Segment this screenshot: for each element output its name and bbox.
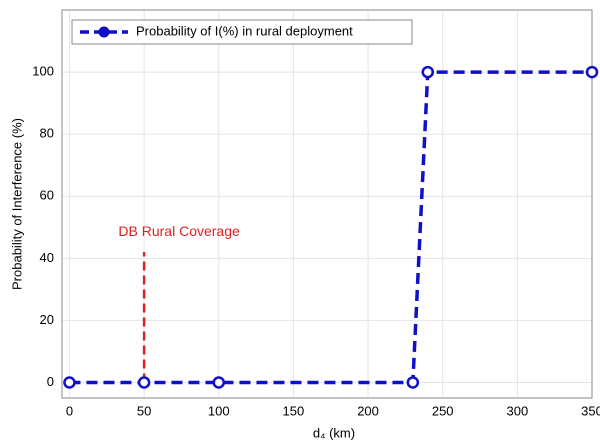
x-tick-label: 50 <box>137 403 151 418</box>
y-tick-label: 40 <box>40 250 54 265</box>
line <box>69 70 592 385</box>
marker <box>406 376 420 389</box>
x-tick-label: 350 <box>581 403 600 418</box>
x-tick-label: 200 <box>357 403 379 418</box>
legend-label: Probability of I(%) in rural deployment <box>136 23 353 38</box>
y-tick-label: 20 <box>40 312 54 327</box>
x-tick-label: 0 <box>66 403 73 418</box>
marker <box>421 65 435 79</box>
x-tick-label: 100 <box>208 403 230 418</box>
x-tick-label: 250 <box>432 403 454 418</box>
x-axis-label: d₄ (km) <box>313 425 355 440</box>
y-tick-label: 0 <box>47 374 54 389</box>
marker <box>63 376 76 389</box>
plot-frame <box>61 9 593 399</box>
marker <box>137 376 151 389</box>
legend-box <box>71 19 413 45</box>
y-tick-label: 100 <box>32 64 54 79</box>
legend-marker <box>98 26 110 38</box>
y-tick-label: 80 <box>40 126 54 141</box>
marker <box>585 65 599 79</box>
y-tick-label: 60 <box>40 188 54 203</box>
y-axis-label: Probability of Interference (%) <box>9 118 24 290</box>
x-tick-label: 150 <box>283 403 305 418</box>
x-tick-label: 300 <box>507 403 529 418</box>
marker <box>212 376 226 389</box>
annotation-text: DB Rural Coverage <box>118 223 240 239</box>
